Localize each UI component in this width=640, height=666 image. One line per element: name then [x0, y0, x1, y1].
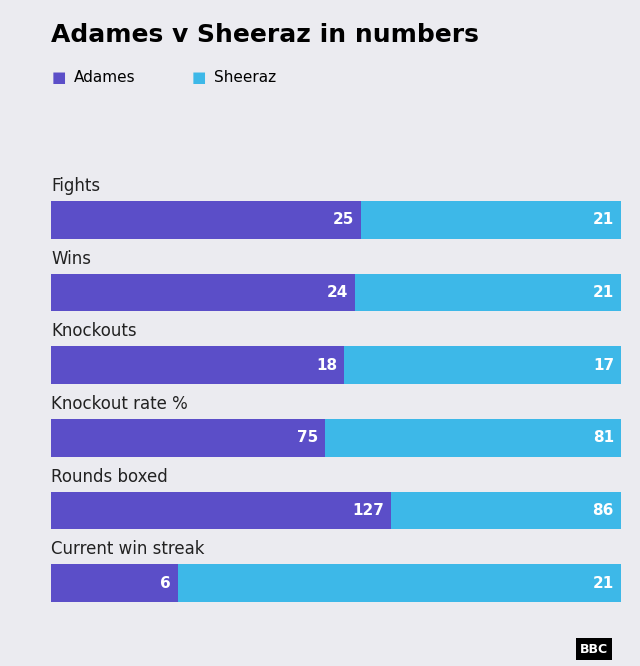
Text: 24: 24	[327, 285, 348, 300]
Text: 21: 21	[593, 212, 614, 227]
Text: Knockouts: Knockouts	[51, 322, 137, 340]
Bar	[391, 492, 621, 529]
Text: 75: 75	[297, 430, 318, 446]
Bar	[51, 201, 361, 238]
Bar	[178, 564, 621, 602]
Text: ■: ■	[51, 70, 65, 85]
Text: Fights: Fights	[51, 177, 100, 195]
Bar	[51, 564, 178, 602]
Text: 17: 17	[593, 358, 614, 372]
Bar	[51, 274, 355, 311]
Text: Adames: Adames	[74, 70, 135, 85]
Text: Rounds boxed: Rounds boxed	[51, 468, 168, 486]
Text: Wins: Wins	[51, 250, 92, 268]
Text: 25: 25	[333, 212, 354, 227]
Text: ■: ■	[192, 70, 206, 85]
Text: 18: 18	[316, 358, 337, 372]
Text: Sheeraz: Sheeraz	[214, 70, 276, 85]
Bar	[51, 419, 325, 457]
Text: 21: 21	[593, 285, 614, 300]
Bar	[355, 274, 621, 311]
Bar	[361, 201, 621, 238]
Bar	[51, 346, 344, 384]
Text: Current win streak: Current win streak	[51, 540, 205, 558]
Bar	[51, 492, 391, 529]
Text: 127: 127	[352, 503, 384, 518]
Text: BBC: BBC	[580, 643, 608, 656]
Text: 6: 6	[160, 575, 171, 591]
Text: 21: 21	[593, 575, 614, 591]
Text: Adames v Sheeraz in numbers: Adames v Sheeraz in numbers	[51, 23, 479, 47]
Bar	[325, 419, 621, 457]
Text: 81: 81	[593, 430, 614, 446]
Text: Knockout rate %: Knockout rate %	[51, 395, 188, 413]
Text: 86: 86	[593, 503, 614, 518]
Bar	[344, 346, 621, 384]
